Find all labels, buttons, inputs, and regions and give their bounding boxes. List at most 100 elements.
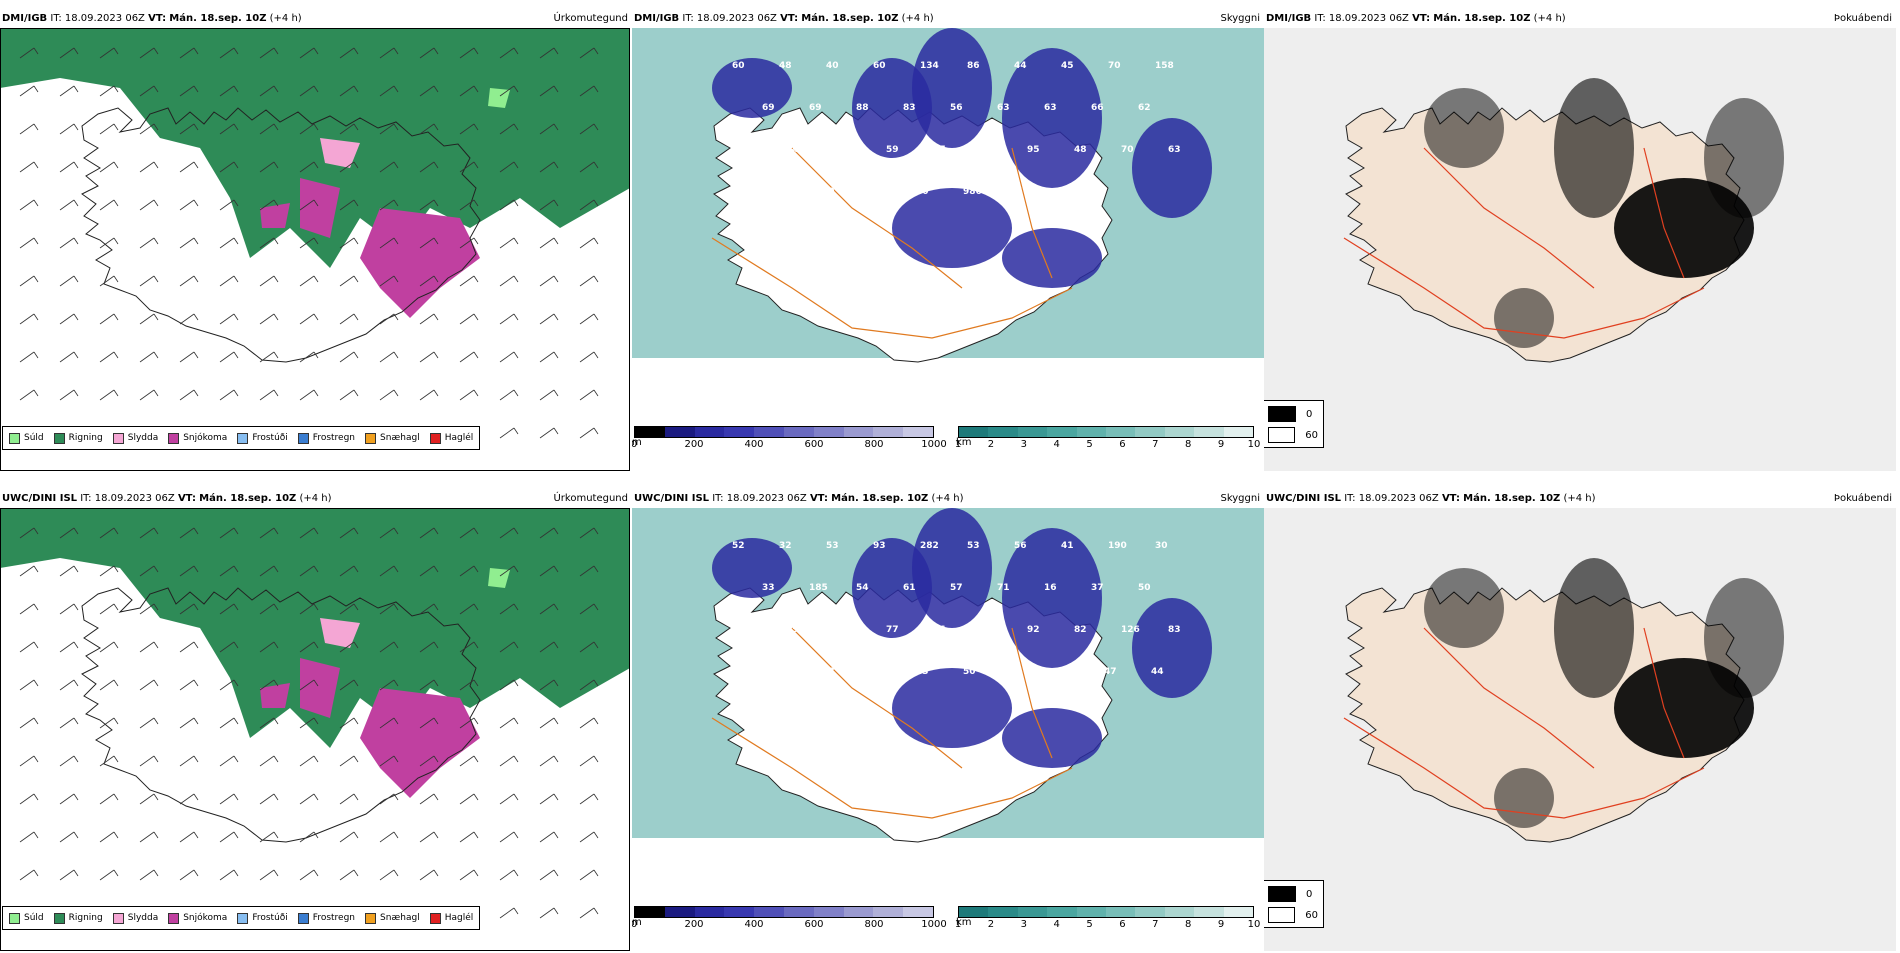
wind-barb xyxy=(99,237,119,249)
wind-barb xyxy=(19,679,39,691)
road-network xyxy=(711,147,1073,339)
panel-title: Skyggni xyxy=(1220,493,1260,504)
wind-barb xyxy=(459,199,479,211)
wind-barb xyxy=(299,565,319,577)
wind-barb xyxy=(499,793,519,805)
wind-barb xyxy=(259,389,279,401)
wind-barb xyxy=(419,85,439,97)
cloud-base-label: 83 xyxy=(903,103,916,113)
wind-barb xyxy=(139,717,159,729)
row1-visibility-panel: DMI/IGB IT: 18.09.2023 06Z VT: Mán. 18.s… xyxy=(632,8,1264,473)
wind-barb xyxy=(579,527,599,539)
wind-barb xyxy=(579,793,599,805)
wind-barb xyxy=(539,641,559,653)
wind-barb xyxy=(139,755,159,767)
wind-barb xyxy=(59,389,79,401)
wind-barb xyxy=(339,199,359,211)
legend-swatch xyxy=(53,912,65,924)
legend-label: Haglél xyxy=(444,913,474,923)
cloud-base-label: 41 xyxy=(1061,541,1074,551)
wind-barb xyxy=(139,351,159,363)
colorbar-swatch xyxy=(664,907,695,917)
wind-barb xyxy=(299,275,319,287)
rain-area xyxy=(0,28,630,268)
fog-legend-swatch xyxy=(1268,886,1296,902)
wind-barb xyxy=(59,47,79,59)
wind-barb xyxy=(259,47,279,59)
wind-barb xyxy=(99,527,119,539)
colorbar-tick: 600 xyxy=(804,439,824,450)
wind-barb xyxy=(299,47,319,59)
cloud-base-label: 45 xyxy=(1010,187,1023,197)
cloud-base-label: 53 xyxy=(826,541,839,551)
wind-barb xyxy=(459,869,479,881)
colorbar-tick: 4 xyxy=(1053,919,1060,930)
wind-barb xyxy=(459,313,479,325)
legend-swatch xyxy=(112,912,124,924)
wind-barb xyxy=(419,603,439,615)
colorbar-tick: 10 xyxy=(1247,439,1261,450)
wind-barb xyxy=(419,869,439,881)
wind-barb xyxy=(259,603,279,615)
colorbar-swatch xyxy=(1223,907,1254,917)
wind-barb xyxy=(379,831,399,843)
cloud-base-label: 52 xyxy=(792,625,805,635)
wind-barb xyxy=(139,85,159,97)
wind-barb xyxy=(419,565,439,577)
wind-barb xyxy=(499,427,519,439)
legend-item: Frostúði xyxy=(237,432,288,444)
wind-barb xyxy=(19,199,39,211)
wind-barb xyxy=(99,275,119,287)
wind-barb xyxy=(19,161,39,173)
wind-barb xyxy=(419,831,439,843)
wind-barb xyxy=(579,641,599,653)
wind-barb xyxy=(179,831,199,843)
wind-barb xyxy=(299,527,319,539)
colorbar-tick: 2 xyxy=(987,439,995,450)
legend-label: Snjókoma xyxy=(183,913,228,923)
wind-barb xyxy=(579,199,599,211)
wind-barb xyxy=(499,199,519,211)
colorbar-swatch xyxy=(843,907,874,917)
wind-barb xyxy=(419,527,439,539)
panel-title: Þokuábendi xyxy=(1833,13,1892,24)
wind-barb xyxy=(259,755,279,767)
colorbar-tick: 0 xyxy=(632,919,638,930)
wind-barb xyxy=(539,47,559,59)
fog-indicator-area xyxy=(1494,768,1554,828)
cloud-base-label: 54 xyxy=(856,583,869,593)
wind-barb xyxy=(339,641,359,653)
colorbar-swatch xyxy=(988,427,1018,437)
wind-barb xyxy=(259,831,279,843)
wind-barb xyxy=(579,679,599,691)
road-network xyxy=(711,627,1073,819)
wind-barb xyxy=(259,351,279,363)
wind-barb xyxy=(299,161,319,173)
colorbar-swatch xyxy=(635,427,665,437)
wind-barb xyxy=(59,275,79,287)
wind-barb xyxy=(539,755,559,767)
legend-item: Frostregn xyxy=(297,912,355,924)
wind-barb xyxy=(179,389,199,401)
cloud-base-label: 48 xyxy=(779,61,792,71)
fog-indicator-area xyxy=(1554,78,1634,218)
wind-barb xyxy=(499,679,519,691)
wind-barb xyxy=(59,869,79,881)
wind-barb xyxy=(419,275,439,287)
panel-header: UWC/DINI ISL IT: 18.09.2023 06Z VT: Mán.… xyxy=(634,493,964,504)
legend-item: Rigning xyxy=(53,432,103,444)
cloud-base-label: 56 xyxy=(950,103,963,113)
colorbar-swatch xyxy=(1135,427,1165,437)
colorbar-tick: 8 xyxy=(1185,919,1192,930)
wind-barb xyxy=(539,313,559,325)
wind-barb xyxy=(459,47,479,59)
wind-barb xyxy=(379,717,399,729)
legend-item: Frostregn xyxy=(297,432,355,444)
panel-title: Úrkomutegund xyxy=(553,493,628,504)
wind-barb xyxy=(539,831,559,843)
wind-barb xyxy=(59,679,79,691)
wind-barb xyxy=(19,527,39,539)
wind-barb xyxy=(99,717,119,729)
legend-swatch xyxy=(365,912,377,924)
wind-barb xyxy=(299,123,319,135)
